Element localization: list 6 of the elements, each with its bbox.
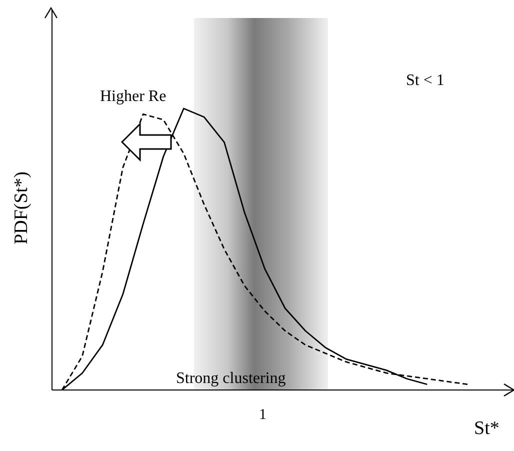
y-axis-title: PDF(St*) (11, 172, 33, 244)
text: 1 (259, 407, 266, 424)
x-axis-title: St* (474, 418, 500, 440)
annotation: Strong clustering (176, 370, 286, 388)
text: St < 1 (406, 72, 444, 90)
text: Higher Re (100, 88, 166, 106)
